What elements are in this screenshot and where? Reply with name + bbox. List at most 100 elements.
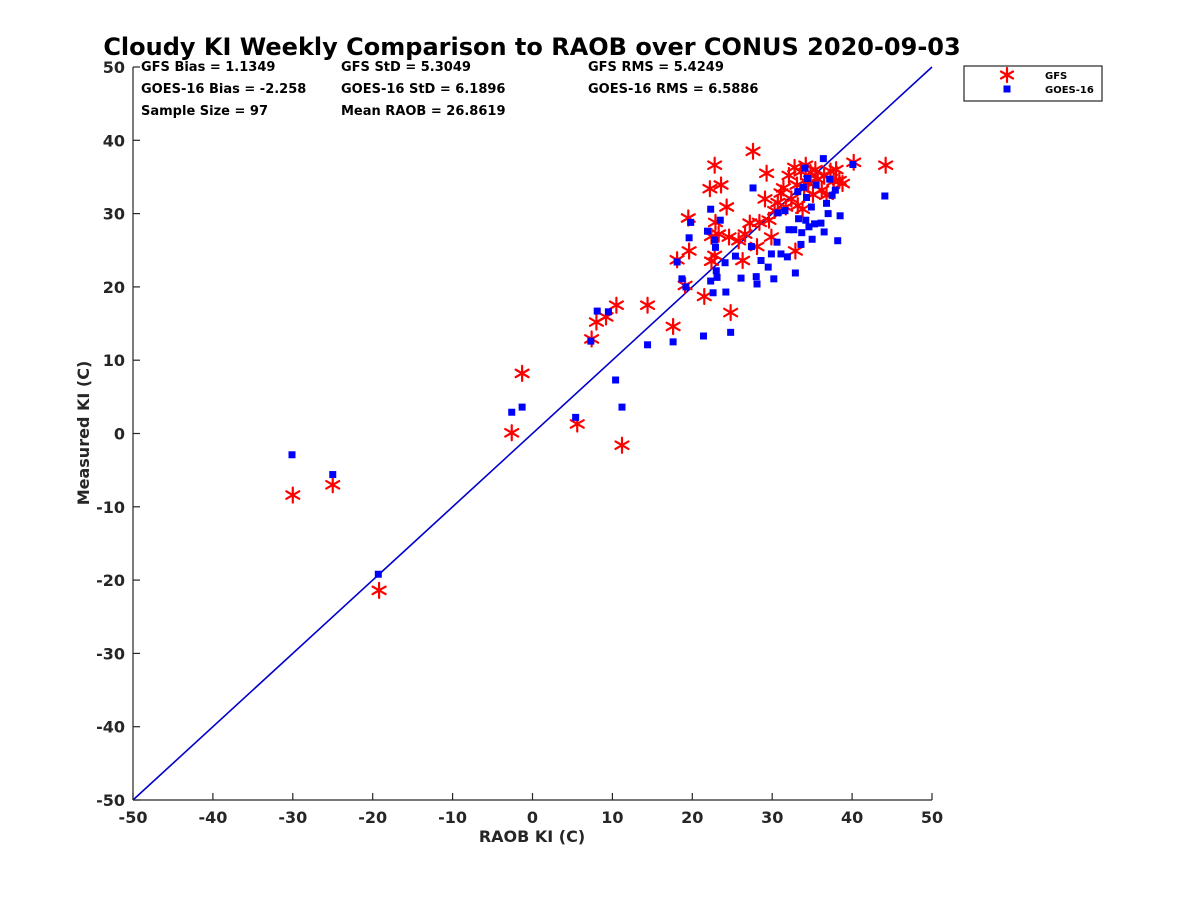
- gfs-point: [504, 424, 520, 442]
- goes-16-point: [824, 210, 832, 218]
- gfs-point: [878, 156, 894, 174]
- goes-16-point: [807, 203, 815, 211]
- gfs-point: [794, 200, 811, 218]
- goes-16-point: [781, 207, 789, 215]
- goes-16-point: [819, 155, 827, 163]
- legend-gfs-label: GFS: [1045, 71, 1067, 82]
- goes-16-point: [673, 258, 681, 266]
- stat-goes-std: GOES-16 StD = 6.1896: [341, 82, 505, 97]
- gfs-point: [828, 161, 844, 179]
- goes-16-point: [612, 376, 620, 384]
- goes-16-point: [774, 209, 782, 217]
- goes-16-point: [752, 273, 760, 281]
- gfs-point: [702, 180, 718, 198]
- goes-16-point: [374, 570, 382, 578]
- x-tick-label: 30: [761, 808, 783, 827]
- gfs-point: [731, 232, 747, 250]
- goes-16-point: [687, 218, 695, 226]
- goes-16-point: [791, 269, 799, 277]
- goes-16-point: [518, 403, 526, 411]
- y-tick-label: -30: [96, 644, 125, 663]
- gfs-point: [721, 228, 737, 246]
- goes-16-point: [587, 337, 595, 345]
- goes-16-point: [711, 243, 719, 251]
- y-tick-label: 10: [103, 351, 125, 370]
- gfs-point: [325, 476, 341, 494]
- legend: GFS GOES-16: [963, 65, 1103, 102]
- goes-16-point: [699, 332, 707, 340]
- goes-16-point: [828, 191, 836, 199]
- x-axis-label: RAOB KI (C): [479, 827, 585, 846]
- y-tick-label: 30: [103, 205, 125, 224]
- goes-16-point: [808, 235, 816, 243]
- stat-gfs-bias: GFS Bias = 1.1349: [141, 60, 275, 75]
- legend-goes-label: GOES-16: [1045, 85, 1094, 96]
- stat-goes-bias: GOES-16 Bias = -2.258: [141, 82, 306, 97]
- goes-16-point: [773, 238, 781, 246]
- gfs-point: [761, 211, 777, 229]
- gfs-point: [514, 364, 530, 382]
- x-tick-label: -30: [278, 808, 307, 827]
- gfs-point: [807, 161, 823, 179]
- x-tick-label: -50: [119, 808, 148, 827]
- goes-16-point: [669, 338, 677, 346]
- x-tick-label: -20: [358, 808, 387, 827]
- gfs-point: [707, 156, 723, 174]
- stat-goes-rms: GOES-16 RMS = 6.5886: [588, 82, 758, 97]
- stat-mean-raob: Mean RAOB = 26.8619: [341, 104, 506, 119]
- legend-box: [963, 65, 1103, 102]
- goes-16-point: [753, 280, 761, 288]
- goes-16-series: [288, 155, 889, 578]
- goes-16-point: [709, 289, 717, 297]
- goes-16-point: [798, 229, 806, 237]
- y-tick-label: 20: [103, 278, 125, 297]
- goes-16-point: [749, 184, 757, 192]
- goes-16-point: [707, 205, 715, 213]
- gfs-point: [775, 179, 791, 197]
- goes-16-point: [817, 219, 825, 227]
- legend-gfs-asterisk: [999, 66, 1015, 84]
- goes-16-point: [802, 216, 810, 224]
- x-axis-ticks: -50 -40 -30 -20 -10 0 10 20 30 40 50: [119, 793, 943, 827]
- goes-16-point: [767, 250, 775, 258]
- gfs-point: [783, 190, 799, 208]
- goes-16-point: [757, 257, 765, 265]
- x-tick-label: 10: [601, 808, 623, 827]
- goes-16-point: [881, 192, 889, 200]
- gfs-point: [639, 296, 656, 314]
- goes-16-point: [849, 160, 857, 168]
- gfs-point: [696, 287, 712, 306]
- goes-16-point: [703, 227, 711, 235]
- goes-16-point: [682, 283, 690, 291]
- goes-16-point: [572, 413, 580, 421]
- goes-16-point: [820, 228, 828, 236]
- gfs-point: [608, 296, 624, 314]
- gfs-point: [681, 242, 697, 260]
- goes-16-point: [811, 220, 819, 228]
- goes-16-point: [678, 275, 686, 283]
- y-tick-label: 0: [114, 425, 125, 444]
- gfs-series: [285, 142, 894, 599]
- stats-annotations: GFS Bias = 1.1349 GFS StD = 5.3049 GFS R…: [141, 60, 758, 119]
- goes-16-point: [799, 183, 807, 191]
- y-tick-label: 50: [103, 58, 125, 77]
- goes-16-point: [685, 234, 693, 242]
- x-tick-label: -40: [198, 808, 227, 827]
- goes-16-point: [722, 288, 730, 296]
- goes-16-point: [593, 307, 601, 315]
- goes-16-point: [716, 216, 724, 224]
- goes-16-point: [712, 267, 720, 275]
- goes-16-point: [803, 174, 811, 182]
- goes-16-point: [777, 250, 785, 258]
- y-tick-label: -10: [96, 498, 125, 517]
- goes-16-point: [713, 273, 721, 281]
- goes-16-point: [618, 403, 626, 411]
- goes-16-point: [790, 226, 798, 234]
- gfs-point: [285, 486, 301, 504]
- goes-16-point: [770, 275, 778, 283]
- y-axis-label: Measured KI (C): [74, 361, 93, 506]
- x-tick-label: 0: [527, 808, 538, 827]
- chart-title: Cloudy KI Weekly Comparison to RAOB over…: [103, 33, 960, 61]
- stat-gfs-std: GFS StD = 5.3049: [341, 60, 471, 75]
